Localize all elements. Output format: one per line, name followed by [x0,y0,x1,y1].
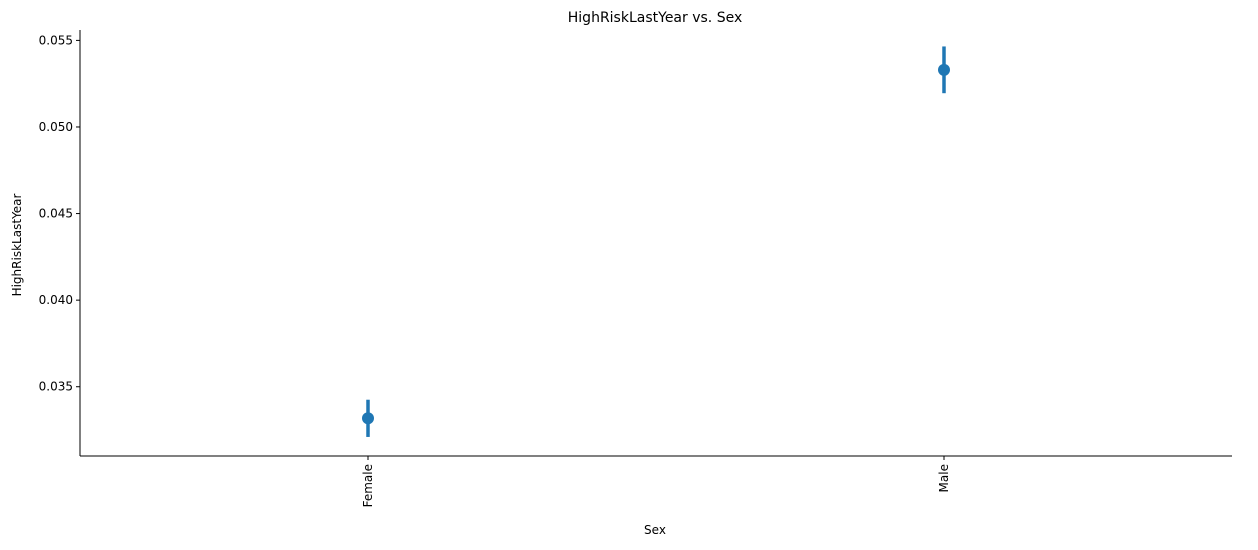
x-axis-label: Sex [644,523,666,537]
y-tick-label: 0.055 [39,33,73,47]
y-axis-ticks: 0.035 0.040 0.045 0.050 0.055 [39,33,80,394]
y-tick-label: 0.040 [39,293,73,307]
chart-marks [362,46,950,437]
y-tick-label: 0.045 [39,207,73,221]
y-tick-label: 0.050 [39,120,73,134]
y-tick-label: 0.035 [39,380,73,394]
x-tick-label: Female [361,464,375,507]
data-point [362,412,374,425]
x-tick-label: Male [937,464,951,492]
data-point [938,63,950,76]
chart-title: HighRiskLastYear vs. Sex [568,10,742,26]
y-axis-label: HighRiskLastYear [10,194,24,297]
x-axis-ticks: Female Male [361,456,951,507]
